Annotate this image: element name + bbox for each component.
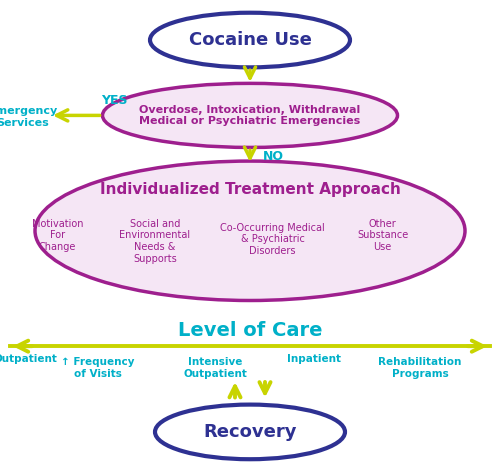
Text: Individualized Treatment Approach: Individualized Treatment Approach	[100, 182, 401, 197]
Text: Level of Care: Level of Care	[178, 321, 322, 340]
Text: YES: YES	[101, 94, 127, 107]
Text: Recovery: Recovery	[203, 423, 297, 441]
Text: ↑ Frequency
of Visits: ↑ Frequency of Visits	[61, 357, 134, 379]
Ellipse shape	[150, 13, 350, 67]
Text: Rehabilitation
Programs: Rehabilitation Programs	[378, 357, 462, 379]
Text: Emergency
Services: Emergency Services	[0, 106, 58, 128]
Ellipse shape	[155, 405, 345, 459]
Text: Co-Occurring Medical
& Psychiatric
Disorders: Co-Occurring Medical & Psychiatric Disor…	[220, 223, 325, 256]
Text: Intensive
Outpatient: Intensive Outpatient	[183, 357, 247, 379]
Text: NO: NO	[262, 150, 283, 163]
Text: Motivation
For
Change: Motivation For Change	[32, 219, 83, 252]
Text: Overdose, Intoxication, Withdrawal
Medical or Psychiatric Emergencies: Overdose, Intoxication, Withdrawal Medic…	[140, 105, 360, 126]
Text: Social and
Environmental
Needs &
Supports: Social and Environmental Needs & Support…	[120, 219, 190, 264]
Text: Cocaine Use: Cocaine Use	[188, 31, 312, 49]
Text: Other
Substance
Use: Other Substance Use	[357, 219, 408, 252]
Ellipse shape	[102, 83, 398, 147]
Text: Inpatient: Inpatient	[287, 354, 341, 364]
Text: Outpatient: Outpatient	[0, 354, 57, 364]
Ellipse shape	[35, 161, 465, 300]
